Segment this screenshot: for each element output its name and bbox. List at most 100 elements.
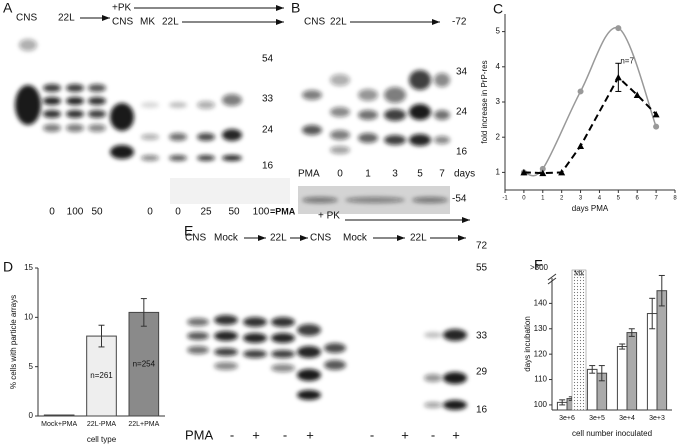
mw-marker: 24 bbox=[262, 125, 274, 136]
days-label: days bbox=[454, 169, 475, 180]
x-axis-label: cell type bbox=[87, 435, 117, 444]
x-tick-label: 7 bbox=[654, 196, 658, 202]
point bbox=[577, 142, 585, 149]
mw-marker: 16 bbox=[456, 147, 468, 158]
y-tick-label: 5 bbox=[29, 362, 34, 371]
x-tick-label: 1 bbox=[541, 196, 545, 202]
pma-label: PMA bbox=[298, 169, 320, 180]
axis-break bbox=[547, 277, 557, 285]
mw-marker: 24 bbox=[456, 107, 468, 118]
mk-label: Mk bbox=[574, 270, 584, 278]
mw-marker: 55 bbox=[476, 263, 488, 274]
y-tick-label: 110 bbox=[534, 375, 547, 384]
x-tick-label: 3e+6 bbox=[559, 415, 575, 422]
day: 0 bbox=[337, 169, 343, 180]
mw-marker: 33 bbox=[262, 94, 274, 105]
lane-label: 22L bbox=[162, 17, 179, 28]
pma-dose: 50 bbox=[91, 207, 103, 218]
x-tick-label: 3e+5 bbox=[589, 415, 605, 422]
y-tick-label: 1 bbox=[496, 168, 501, 177]
lane-label: CNS bbox=[310, 233, 331, 244]
bar-annotation: n=254 bbox=[133, 359, 156, 368]
strip bbox=[170, 178, 290, 204]
series-line bbox=[523, 27, 657, 177]
mk-region bbox=[571, 269, 587, 411]
x-tick-label: 0 bbox=[522, 196, 526, 202]
bands bbox=[187, 315, 467, 410]
pma-dose: 100 bbox=[253, 207, 270, 218]
bar-annotation: n=261 bbox=[90, 371, 113, 380]
pma-sign: + bbox=[401, 427, 409, 442]
pma-row: - + - + - + - + bbox=[230, 427, 460, 442]
point bbox=[653, 123, 660, 130]
bar bbox=[656, 290, 668, 411]
pk-label: + PK bbox=[318, 211, 340, 222]
mw-marker: 16 bbox=[262, 161, 274, 172]
point bbox=[520, 168, 528, 176]
bands bbox=[302, 70, 450, 203]
point bbox=[577, 88, 584, 95]
x-tick-label: -1 bbox=[502, 196, 508, 202]
bar bbox=[616, 346, 628, 411]
point bbox=[652, 110, 660, 118]
y-tick-label: 0 bbox=[29, 411, 34, 420]
lane-label: CNS bbox=[112, 17, 133, 28]
panel-label: A bbox=[3, 0, 13, 16]
mw-marker: 72 bbox=[476, 241, 488, 252]
x-tick-label: 2 bbox=[560, 196, 564, 202]
mw-marker: 16 bbox=[476, 405, 488, 416]
day: 7 bbox=[439, 169, 445, 180]
pma-row: 0 100 50 0 0 25 50 100 bbox=[49, 207, 270, 218]
x-axis-label: days PMA bbox=[572, 204, 609, 213]
y-tick-label: 5 bbox=[496, 27, 501, 36]
bar bbox=[128, 311, 160, 417]
pma-sign: + bbox=[452, 427, 460, 442]
x-tick-label: 4 bbox=[598, 196, 602, 202]
y-tick-label: 130 bbox=[534, 324, 548, 333]
y-axis-label: fold increase in PrP-res bbox=[480, 60, 489, 143]
pma-sign: - bbox=[283, 427, 287, 442]
blot-b: B CNS 22L -72 34 24 16 -54 PMA 0 1 3 5 7… bbox=[291, 0, 475, 214]
pma-dose: 50 bbox=[228, 207, 240, 218]
x-tick-label: 6 bbox=[636, 196, 640, 202]
x-tick-label: 5 bbox=[617, 196, 621, 202]
axis-break bbox=[547, 273, 557, 281]
day: 5 bbox=[417, 169, 423, 180]
y-tick-label: 10 bbox=[24, 312, 33, 321]
panel-label: C bbox=[493, 1, 503, 17]
pma-dose: 0 bbox=[147, 207, 153, 218]
y-tick-label: 120 bbox=[534, 349, 548, 358]
y-axis-label: % cells with particle arrays bbox=[9, 295, 18, 389]
point bbox=[539, 165, 546, 172]
pma-sign: + bbox=[306, 427, 314, 442]
lane-label: CNS bbox=[185, 233, 206, 244]
day: 1 bbox=[365, 169, 371, 180]
point bbox=[633, 91, 641, 98]
lane-label: 22L bbox=[330, 17, 347, 28]
y-tick-label: 2 bbox=[496, 132, 501, 141]
y-axis-label: days incubation bbox=[523, 316, 532, 372]
x-tick-label: 3 bbox=[579, 196, 583, 202]
y-tick-label: 15 bbox=[24, 263, 33, 272]
y-tick-label: 3 bbox=[496, 97, 501, 106]
panel-label: D bbox=[3, 259, 13, 275]
x-tick-label: 22L-PMA bbox=[87, 421, 117, 428]
y-tick-label: 100 bbox=[534, 400, 548, 409]
bands bbox=[15, 39, 242, 161]
axis-break-label: >300 bbox=[530, 263, 549, 272]
mw-marker: 34 bbox=[456, 67, 468, 78]
bar bbox=[43, 414, 75, 417]
point bbox=[558, 168, 566, 176]
point bbox=[539, 169, 547, 177]
point bbox=[615, 25, 622, 32]
pma-dose: 25 bbox=[200, 207, 212, 218]
pma-sign: - bbox=[370, 427, 374, 442]
y-tick-label: 4 bbox=[496, 62, 501, 71]
pma-sign: - bbox=[431, 427, 435, 442]
pma-label: =PMA bbox=[270, 206, 296, 216]
pma-sign: + bbox=[252, 427, 260, 442]
x-tick-label: 3e+3 bbox=[649, 415, 665, 422]
panel-label: B bbox=[291, 0, 300, 16]
panel-label: F bbox=[534, 257, 543, 273]
